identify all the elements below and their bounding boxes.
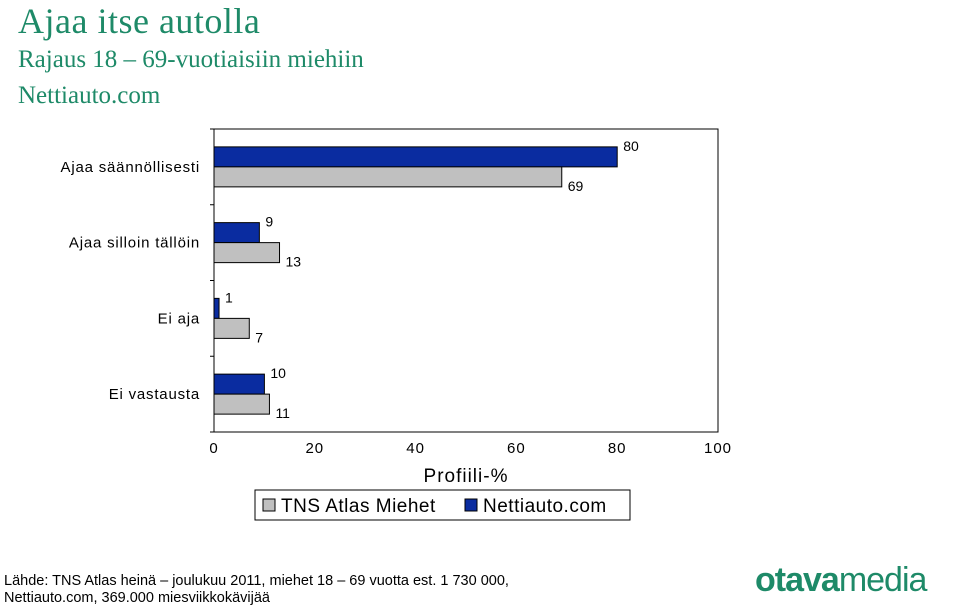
logo-text-media: media: [838, 561, 928, 599]
bar: [213, 393, 270, 415]
source-note-line1: Lähde: TNS Atlas heinä – joulukuu 2011, …: [4, 573, 509, 589]
data-label: 13: [286, 254, 302, 270]
category-label: Ei aja: [158, 310, 200, 327]
bar: [213, 166, 563, 188]
page-subtitle-site: Nettiauto.com: [18, 82, 161, 109]
category-label: Ajaa silloin tällöin: [69, 235, 200, 252]
data-label: 1: [225, 289, 233, 305]
x-tick-label: 40: [406, 440, 425, 457]
bar: [213, 297, 220, 319]
category-label: Ei vastausta: [109, 386, 200, 403]
bar: [213, 146, 618, 168]
x-axis-label: Profiili-%: [424, 466, 509, 487]
category-label: Ajaa säännöllisesti: [61, 159, 200, 176]
bar: [213, 317, 250, 339]
data-label: 9: [265, 214, 273, 230]
bar: [213, 373, 265, 395]
legend-label: TNS Atlas Miehet: [281, 496, 436, 517]
page-title: Ajaa itse autolla: [18, 1, 261, 41]
x-tick-label: 20: [305, 440, 324, 457]
bar-chart: Ajaa säännöllisesti 80 69 Ajaa silloin täll…: [61, 128, 732, 521]
data-label: 10: [270, 365, 286, 381]
data-label: 11: [275, 405, 290, 421]
source-note-line2: Nettiauto.com, 369.000 miesviikkokävijää: [4, 590, 270, 606]
bar: [213, 222, 260, 244]
legend-box: [254, 489, 631, 521]
otavamedia-logo: otavamedia: [755, 561, 928, 599]
x-tick-label: 80: [608, 440, 627, 457]
x-tick-label: 0: [209, 440, 218, 457]
x-tick-label: 100: [704, 440, 732, 457]
data-label: 69: [568, 178, 584, 194]
legend-swatch: [464, 498, 478, 512]
bar: [213, 242, 281, 264]
legend-label: Nettiauto.com: [483, 496, 607, 517]
x-tick-label: 60: [507, 440, 526, 457]
data-label: 80: [623, 138, 639, 154]
legend-swatch: [262, 498, 276, 512]
page-subtitle: Rajaus 18 – 69-vuotiaisiin miehiin: [18, 46, 364, 73]
logo-text-otava: otava: [755, 561, 840, 599]
data-label: 7: [255, 329, 263, 345]
